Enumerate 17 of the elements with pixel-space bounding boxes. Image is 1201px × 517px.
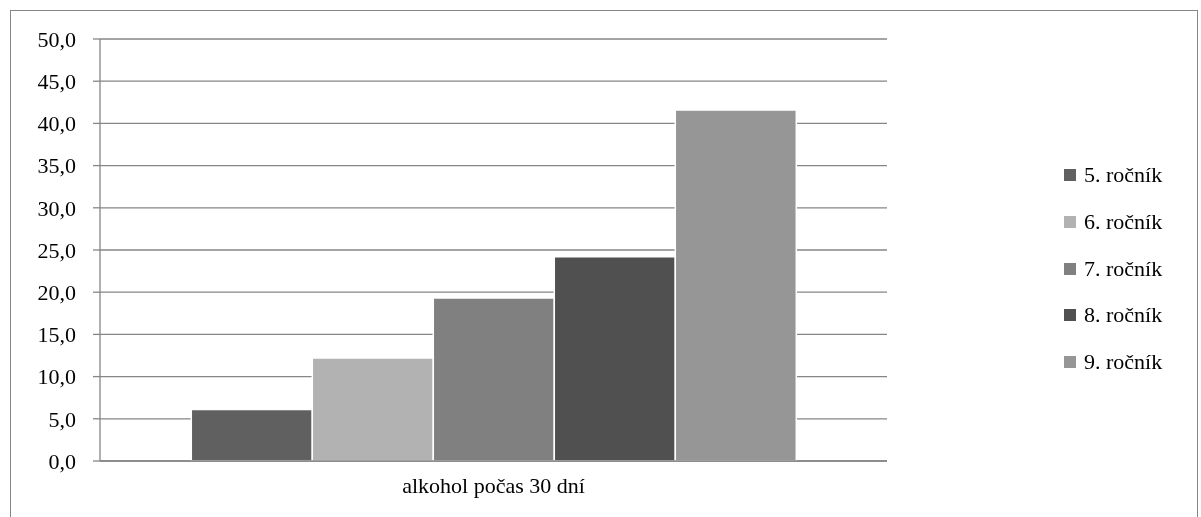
legend-label: 8. ročník — [1084, 302, 1163, 329]
legend-label: 7. ročník — [1084, 255, 1163, 282]
y-tick-label: 15,0 — [37, 322, 76, 348]
x-tick-label: alkohol počas 30 dní — [402, 472, 585, 498]
y-tick-label: 45,0 — [37, 69, 76, 95]
legend-label: 9. ročník — [1084, 349, 1163, 376]
y-tick-label: 10,0 — [37, 364, 76, 390]
y-tick-label: 5,0 — [48, 406, 76, 432]
y-tick-label: 25,0 — [37, 237, 76, 263]
y-tick-label: 20,0 — [37, 280, 76, 306]
y-tick-label: 30,0 — [37, 195, 76, 221]
legend-label: 5. ročník — [1084, 162, 1163, 189]
y-tick-label: 40,0 — [37, 111, 76, 137]
y-tick-label: 35,0 — [37, 153, 76, 179]
legend-label: 6. ročník — [1084, 209, 1163, 236]
y-tick-label: 50,0 — [37, 26, 76, 52]
y-tick-label: 0,0 — [48, 448, 76, 474]
